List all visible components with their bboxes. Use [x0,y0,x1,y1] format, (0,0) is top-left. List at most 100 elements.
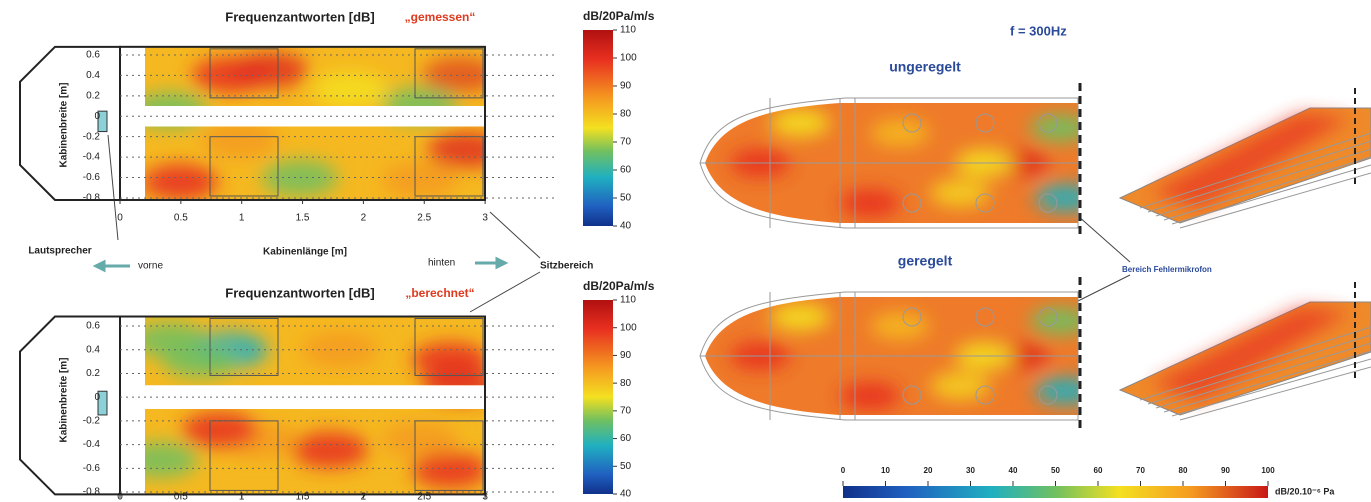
panel-title: Frequenzantworten [dB] [225,9,375,24]
colorbar-tick-label: 20 [924,466,933,475]
panel-label: ungeregelt [889,59,961,75]
heat-blob [382,162,458,198]
colorbar-tick-label: 100 [620,322,637,333]
colorbar-tick-label: 70 [620,405,632,416]
colorbar-label: dB/20Pa/m/s [583,9,655,23]
x-tick-label: 2.5 [417,213,431,224]
rear-label: hinten [428,258,455,269]
heat-blob [382,87,458,123]
colorbar-tick-label: 90 [1221,466,1230,475]
colorbar [583,300,613,494]
field-blob [770,109,830,137]
heat-blob [142,164,218,200]
field-blob [930,372,990,400]
colorbar-tick-label: 110 [620,25,636,36]
field-blob [930,179,990,207]
panel-label: geregelt [898,253,953,269]
colorbar-tick-label: 90 [620,81,632,92]
colorbar [843,486,1268,498]
colorbar-tick-label: 60 [620,433,632,444]
x-tick-label: 1 [239,492,245,502]
y-tick-label: -0.4 [83,439,101,450]
y-tick-label: -0.2 [83,416,101,427]
colorbar-tick-label: 40 [620,221,632,232]
colorbar-tick-label: 80 [620,109,632,120]
heat-blob [182,412,258,448]
x-tick-label: 2.5 [417,492,431,502]
colorbar-tick-label: 10 [881,466,890,475]
y-tick-label: -0.8 [83,487,101,498]
speaker-label: Lautsprecher [28,246,91,257]
y-tick-label: -0.6 [83,172,101,183]
field-blob [840,382,900,410]
colorbar-tick-label: 40 [1009,466,1018,475]
x-axis-label: Kabinenlänge [m] [263,247,347,258]
colorbar-tick-label: 60 [1094,466,1103,475]
x-tick-label: 2 [361,213,367,224]
heat-blob [427,132,503,168]
colorbar-tick-label: 40 [620,489,632,500]
colorbar-tick-label: 80 [620,378,632,389]
y-tick-label: -0.6 [83,463,101,474]
colorbar-label: dB/20.10⁻⁶ Pa [1275,486,1335,496]
heat-blob [412,452,488,488]
y-tick-label: 0.2 [86,368,100,379]
colorbar [583,30,613,226]
y-tick-label: 0.4 [86,344,100,355]
y-tick-label: -0.2 [83,131,101,142]
y-axis-label: Kabinenbreite [m] [59,82,70,167]
x-tick-label: 1.5 [296,492,310,502]
heat-blob [162,342,238,378]
y-tick-label: 0 [94,111,100,122]
y-tick-label: 0 [94,392,100,403]
x-tick-label: 2 [361,492,367,502]
colorbar-tick-label: 50 [620,461,632,472]
colorbar-tick-label: 70 [1136,466,1145,475]
frequency-label: f = 300Hz [1010,23,1067,38]
colorbar-tick-label: 60 [620,165,632,176]
heat-blob [202,122,278,158]
y-tick-label: 0.2 [86,90,100,101]
colorbar-tick-label: 50 [620,193,632,204]
y-tick-label: -0.4 [83,152,101,163]
heat-blob [132,92,208,128]
panel-subtitle: „gemessen“ [405,10,476,24]
colorbar-tick-label: 0 [841,466,846,475]
field-blob [770,303,830,331]
front-label: vorne [138,261,163,272]
colorbar-tick-label: 50 [1051,466,1060,475]
colorbar-tick-label: 70 [620,137,632,148]
panel-title: Frequenzantworten [dB] [225,285,375,300]
heat-blob [312,72,388,108]
heat-blob [232,52,308,88]
field-blob [1035,184,1095,212]
panel-subtitle: „berechnet“ [405,286,474,300]
colorbar-tick-label: 80 [1179,466,1188,475]
colorbar-tick-label: 90 [620,350,632,361]
x-tick-label: 0 [117,492,123,502]
error-mic-label: Bereich Fehlermikrofon [1122,265,1212,274]
x-tick-label: 3 [482,213,488,224]
x-tick-label: 1.5 [296,213,310,224]
colorbar-tick-label: 30 [966,466,975,475]
y-tick-label: 0.4 [86,70,100,81]
colorbar-tick-label: 110 [620,295,636,306]
y-tick-label: 0.6 [86,50,100,61]
heatmap [122,47,503,203]
heat-blob [122,442,198,478]
x-tick-label: 0.5 [174,492,188,502]
x-tick-label: 0 [117,213,123,224]
heat-blobs [122,322,498,488]
y-axis-label: Kabinenbreite [m] [59,357,70,442]
x-tick-label: 0.5 [174,213,188,224]
colorbar-label: dB/20Pa/m/s [583,279,655,293]
seating-label: Sitzbereich [540,261,593,272]
y-tick-label: -0.8 [83,193,101,204]
colorbar-tick-label: 100 [620,53,637,64]
heat-blob [292,432,368,468]
x-tick-label: 1 [239,213,245,224]
heatmap [122,317,498,495]
colorbar-tick-label: 100 [1261,466,1275,475]
y-tick-label: 0.6 [86,321,100,332]
field-blob [840,189,900,217]
